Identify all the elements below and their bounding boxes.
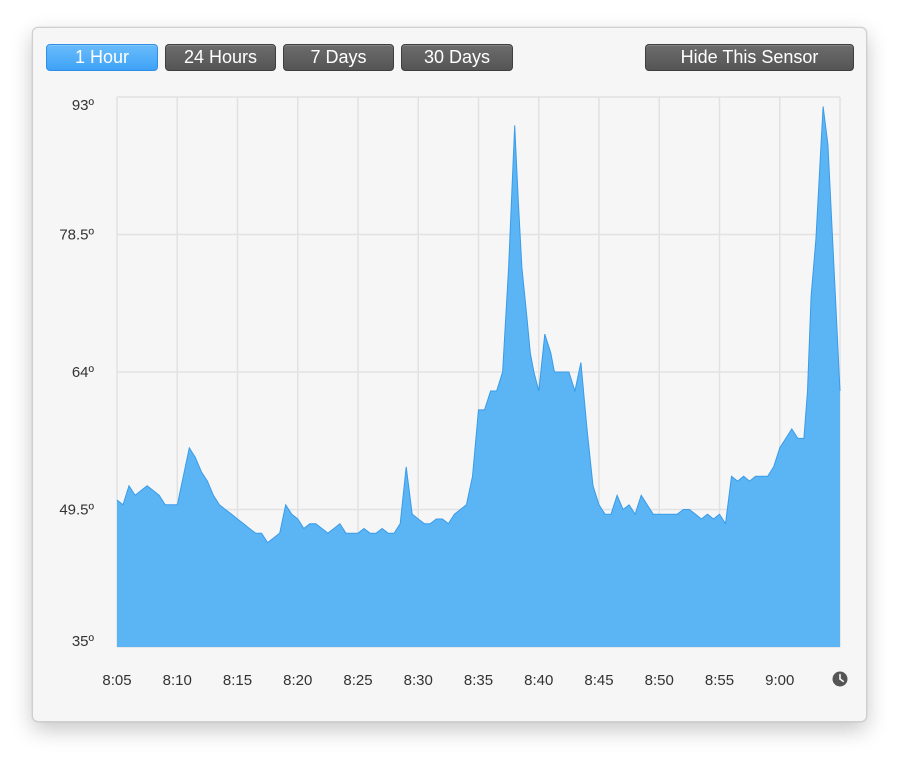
x-tick-label: 8:45 [584,672,613,689]
y-tick-label: 78.5º [59,227,94,244]
x-tick-label: 8:50 [645,672,674,689]
temperature-area [117,106,840,647]
x-tick-label: 8:30 [404,672,433,689]
clock-icon[interactable] [832,671,848,687]
y-tick-label: 64º [72,364,95,381]
y-tick-label: 49.5º [59,502,94,519]
range-button-1-hour[interactable]: 1 Hour [46,44,158,71]
hide-sensor-button[interactable]: Hide This Sensor [645,44,854,71]
x-axis-ticks: 8:05 8:10 8:15 8:20 8:25 8:30 8:35 8:40 8:45 8:50… [102,672,794,689]
temperature-chart: 35º 49.5º 64º 78.5º 93º 8:05 8:10 8:15 8:20 8:25… [59,96,848,689]
x-tick-label: 8:05 [102,672,131,689]
x-tick-label: 8:15 [223,672,252,689]
y-axis-ticks: 35º 49.5º 64º 78.5º 93º [59,97,94,650]
x-tick-label: 9:00 [765,672,794,689]
range-button-7-days[interactable]: 7 Days [283,44,394,71]
x-tick-label: 8:35 [464,672,493,689]
range-button-24-hours[interactable]: 24 Hours [165,44,276,71]
x-tick-label: 8:25 [343,672,372,689]
x-tick-label: 8:10 [163,672,192,689]
range-button-30-days[interactable]: 30 Days [401,44,513,71]
x-tick-label: 8:20 [283,672,312,689]
x-tick-label: 8:55 [705,672,734,689]
temperature-line [116,106,841,544]
y-tick-label: 93º [72,97,95,114]
y-tick-label: 35º [72,633,95,650]
x-tick-label: 8:40 [524,672,553,689]
chart-area-layer [116,106,841,647]
sensor-window: 1 Hour 24 Hours 7 Days 30 Days Hide This… [32,27,867,722]
